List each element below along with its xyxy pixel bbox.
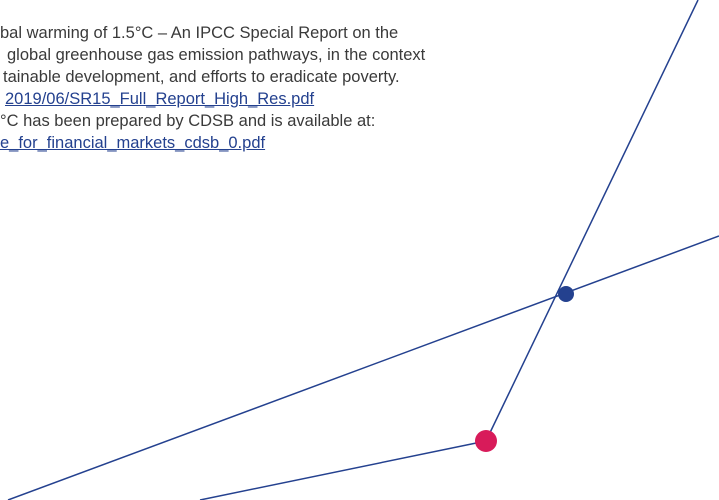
link[interactable]: 2019/06/SR15_Full_Report_High_Res.pdf: [5, 90, 315, 108]
text-line: bal warming of 1.5°C – An IPCC Special R…: [0, 24, 399, 42]
text-line: tainable development, and efforts to era…: [3, 68, 400, 86]
text-line: global greenhouse gas emission pathways,…: [7, 46, 426, 64]
text-line: °C has been prepared by CDSB and is avai…: [0, 112, 376, 130]
blue-line: [7, 235, 719, 500]
blue-line: [485, 0, 699, 442]
link[interactable]: e_for_financial_markets_cdsb_0.pdf: [0, 134, 266, 152]
pink-dot: [475, 430, 497, 452]
blue-dot: [558, 286, 574, 302]
blue-line: [199, 440, 487, 500]
